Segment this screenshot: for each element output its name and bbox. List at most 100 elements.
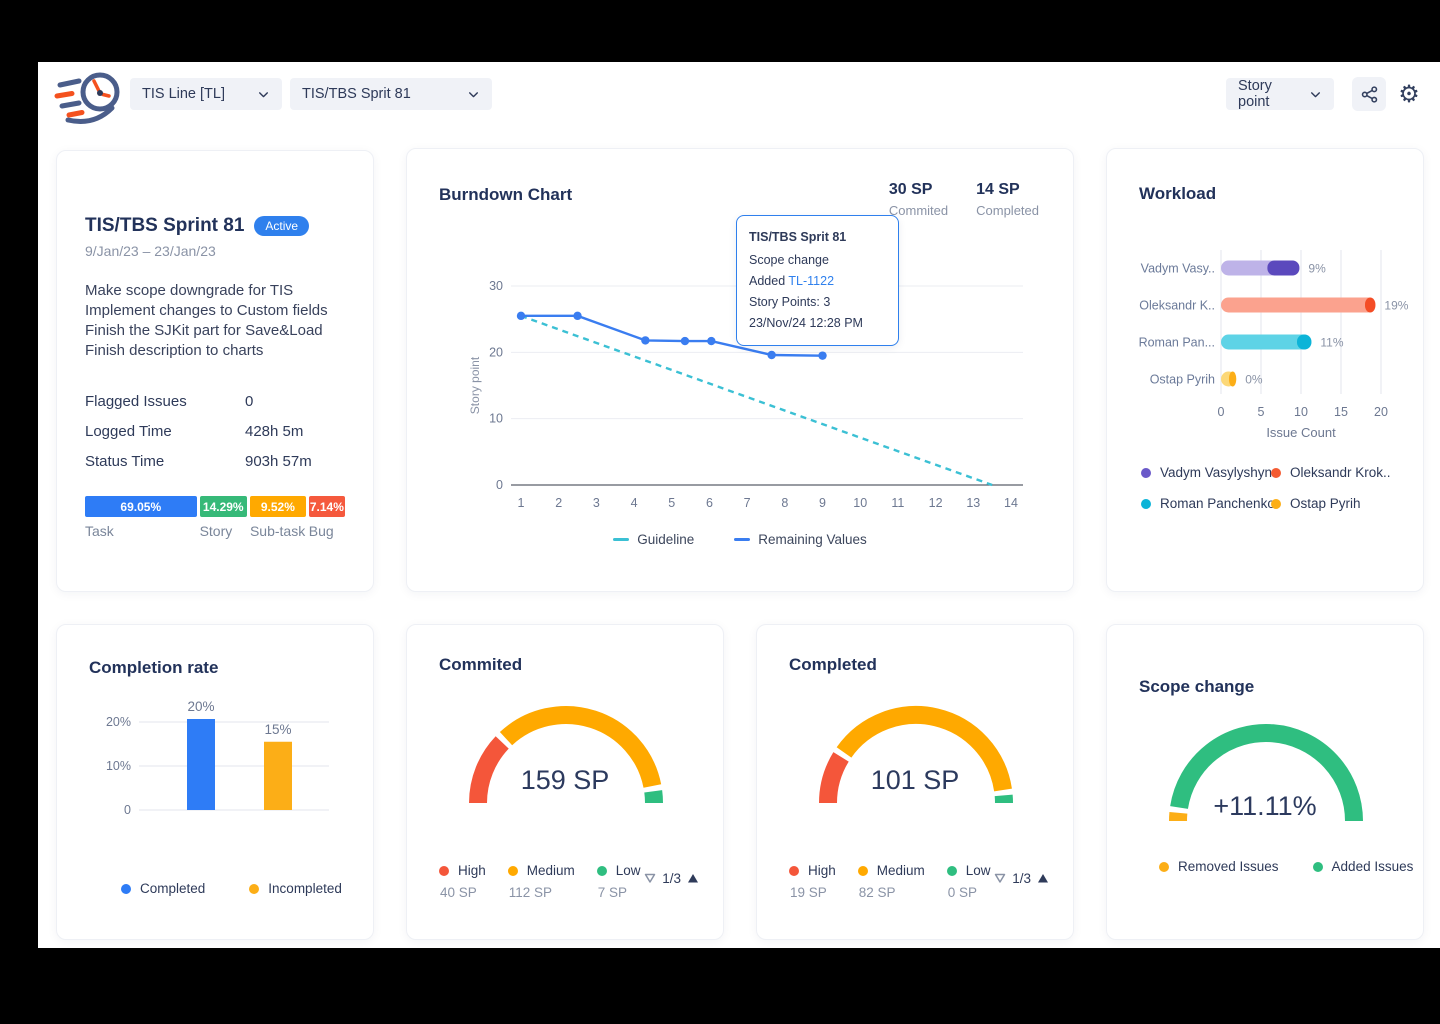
legend-value: 0 SP [947,885,978,900]
description-line: Implement changes to Custom fields [85,302,328,319]
page-indicator: 1/3 [662,871,681,886]
commited-summary: 30 SP Commited [889,181,948,218]
svg-text:10%: 10% [106,759,131,773]
board-dropdown[interactable]: TIS Line [TL] [130,78,282,110]
workload-legend: Vadym Vasylyshyn Oleksandr Krok.. Roman … [1141,465,1391,511]
legend-item: Low 0 SP [946,863,991,900]
legend-item: Medium 82 SP [857,863,925,900]
guideline-label: Guideline [637,532,695,547]
description-line: Make scope downgrade for TIS [85,282,294,299]
legend-item: Removed Issues [1159,859,1279,874]
legend-item: Completed [121,881,205,896]
app-logo-stopwatch-icon [54,72,120,124]
issue-type-breakdown-bar: 69.05% Task 14.29% Story 9.52% Sub-task 7.14% B… [85,496,345,539]
workload-card: Workload 0 5 10 15 20 Issue Count Vadym Vasy..… [1106,148,1424,592]
svg-text:20%: 20% [187,699,214,714]
legend-dot [1312,861,1323,872]
legend-dot [1271,467,1281,478]
metric-dropdown[interactable]: Story point [1226,78,1334,110]
share-icon [1361,85,1377,103]
svg-text:0%: 0% [1245,373,1263,387]
next-page-icon[interactable] [1037,873,1049,884]
legend-dot [249,883,260,894]
commited-center-value: 159 SP [520,765,610,795]
completion-plot: 0 10% 20% 20% 15% [106,699,329,817]
svg-text:2: 2 [555,496,562,510]
svg-text:11%: 11% [1320,336,1343,350]
commited-label: Commited [888,203,949,218]
tooltip-story-points: Story Points: 3 [749,295,831,309]
svg-text:10: 10 [489,412,503,426]
completion-legend: Completed Incompleted [121,881,342,896]
completed-value: 14 SP [976,181,1020,198]
legend-value: 40 SP [440,885,477,900]
scope-center-value: +11.11% [1213,791,1317,821]
sprint-dropdown[interactable]: TIS/TBS Sprit 81 [290,78,492,110]
legend-value: 19 SP [790,885,827,900]
svg-text:19%: 19% [1384,299,1408,313]
tooltip-title: TIS/TBS Sprit 81 [749,230,847,244]
guideline-swatch [613,538,630,541]
scope-change-card: Scope change +11.11% Removed Issues Adde… [1106,624,1424,940]
commited-pager: 1/3 [644,871,699,886]
tooltip-added-line: Added TL-1122 [749,271,886,292]
legend-item: Oleksandr Krok.. [1271,465,1391,480]
commited-title: Commited [439,655,523,674]
prev-page-icon[interactable] [994,873,1006,884]
next-page-icon[interactable] [687,873,699,884]
svg-text:Issue Count: Issue Count [1266,425,1336,440]
scope-legend: Removed Issues Added Issues [1159,859,1413,874]
svg-text:Vadym Vasy..: Vadym Vasy.. [1141,262,1215,276]
svg-text:4: 4 [631,496,638,510]
settings-button[interactable]: ⚙ [1392,77,1426,111]
issue-link[interactable]: TL-1122 [788,274,835,288]
share-button[interactable] [1352,77,1386,111]
legend-remaining-values: Remaining Values [734,532,867,547]
svg-text:20: 20 [1374,405,1388,419]
stat-label: Status Time [85,453,165,470]
completed-label: Completed [976,203,1039,218]
prev-page-icon[interactable] [644,873,656,884]
legend-label: Medium [876,863,925,878]
legend-item: High 40 SP [439,863,486,900]
legend-label: Incompleted [268,881,342,896]
legend-label: Removed Issues [1178,859,1279,874]
svg-text:9: 9 [819,496,826,510]
completed-title: Completed [789,655,877,674]
completion-title: Completion rate [89,658,219,677]
legend-dot [1271,498,1281,509]
legend-item: Ostap Pyrih [1271,496,1391,511]
completed-gauge-card: Completed 101 SP High 19 SP Medium 82 SP… [756,624,1074,940]
workload-plot: 0 5 10 15 20 Issue Count Vadym Vasy.. 9% Oleksan… [1139,250,1409,440]
tooltip-timestamp: 23/Nov/24 12:28 PM [749,316,863,330]
svg-text:1: 1 [518,496,525,510]
sprint-title: TIS/TBS Sprint 81 [85,215,245,236]
completed-summary: 14 SP Completed [976,181,1039,218]
remaining-label: Remaining Values [758,532,867,547]
legend-item: High 19 SP [789,863,836,900]
legend-dot [1159,861,1169,872]
stat-value: 0 [245,393,254,410]
svg-text:3: 3 [593,496,600,510]
scope-change-tooltip: TIS/TBS Sprit 81 Scope change Added TL-1… [736,215,899,346]
legend-label: Added Issues [1331,859,1414,874]
svg-text:7: 7 [744,496,751,510]
svg-text:15: 15 [1334,405,1348,419]
sprint-stats: Flagged Issues 0 Logged Time 428h 5m Sta… [85,393,345,470]
legend-dot [121,883,131,894]
legend-guideline: Guideline [613,532,694,547]
svg-text:20: 20 [489,345,503,359]
legend-value: 7 SP [597,885,628,900]
sprint-dropdown-value: TIS/TBS Sprit 81 [302,86,411,102]
legend-item: Added Issues [1312,859,1414,874]
stat-row: Logged Time 428h 5m [85,423,345,440]
sprint-date-range: 9/Jan/23 – 23/Jan/23 [85,243,216,259]
svg-text:20%: 20% [106,715,131,729]
svg-text:8: 8 [781,496,788,510]
svg-text:12: 12 [929,496,943,510]
legend-item: Low 7 SP [596,863,641,900]
legend-item: Incompleted [249,881,342,896]
chevron-down-icon [259,91,268,97]
status-badge: Active [254,216,310,236]
